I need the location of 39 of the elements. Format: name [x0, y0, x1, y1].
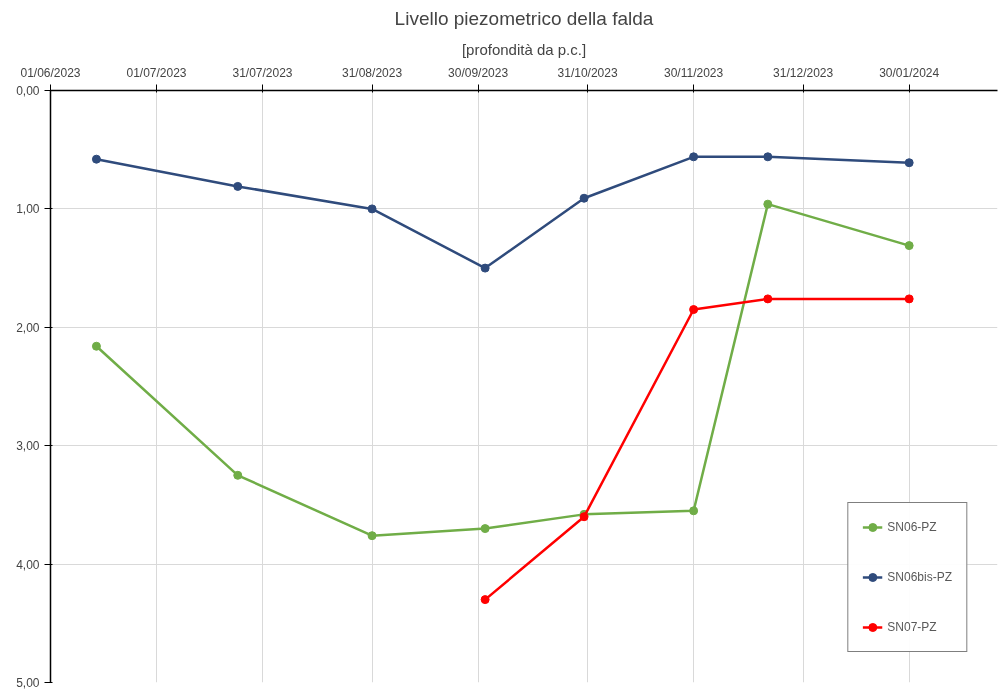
point [763, 152, 773, 162]
y-tick-label: 2,00 [16, 320, 40, 335]
point [763, 199, 773, 209]
point [689, 305, 699, 315]
point [689, 506, 699, 516]
point [689, 152, 699, 162]
point [91, 341, 101, 351]
y-tick-label: 1,00 [16, 202, 40, 217]
x-tick-label: 01/07/2023 [126, 65, 187, 80]
y-tick-label: 5,00 [16, 676, 40, 690]
point [480, 524, 490, 534]
chart-subtitle: [profondità da p.c.] [461, 40, 587, 58]
legend-label: SN06-PZ [887, 520, 937, 534]
point [763, 294, 773, 304]
point [233, 181, 243, 191]
point [579, 193, 589, 203]
point [233, 470, 243, 480]
point [904, 294, 914, 304]
point [904, 158, 914, 168]
x-tick-label: 31/12/2023 [773, 65, 834, 80]
x-tick-label: 30/01/2024 [879, 65, 940, 80]
point [480, 263, 490, 273]
x-tick-label: 31/10/2023 [557, 65, 618, 80]
y-tick-label: 3,00 [16, 439, 40, 454]
legend-label: SN06bis-PZ [887, 570, 952, 584]
x-tick-label: 01/06/2023 [20, 65, 81, 80]
y-tick-label: 4,00 [16, 557, 40, 572]
point [91, 154, 101, 164]
x-tick-label: 30/09/2023 [448, 65, 509, 80]
point [904, 241, 914, 251]
x-tick-label: 30/11/2023 [664, 65, 724, 80]
x-tick-label: 31/07/2023 [232, 65, 293, 80]
chart-title: Livello piezometrico della falda [394, 7, 654, 29]
point [480, 595, 490, 605]
x-tick-label: 31/08/2023 [342, 65, 403, 80]
point [367, 531, 377, 541]
legend-label: SN07-PZ [887, 620, 937, 634]
y-tick-label: 0,00 [16, 84, 40, 98]
point [367, 204, 377, 214]
